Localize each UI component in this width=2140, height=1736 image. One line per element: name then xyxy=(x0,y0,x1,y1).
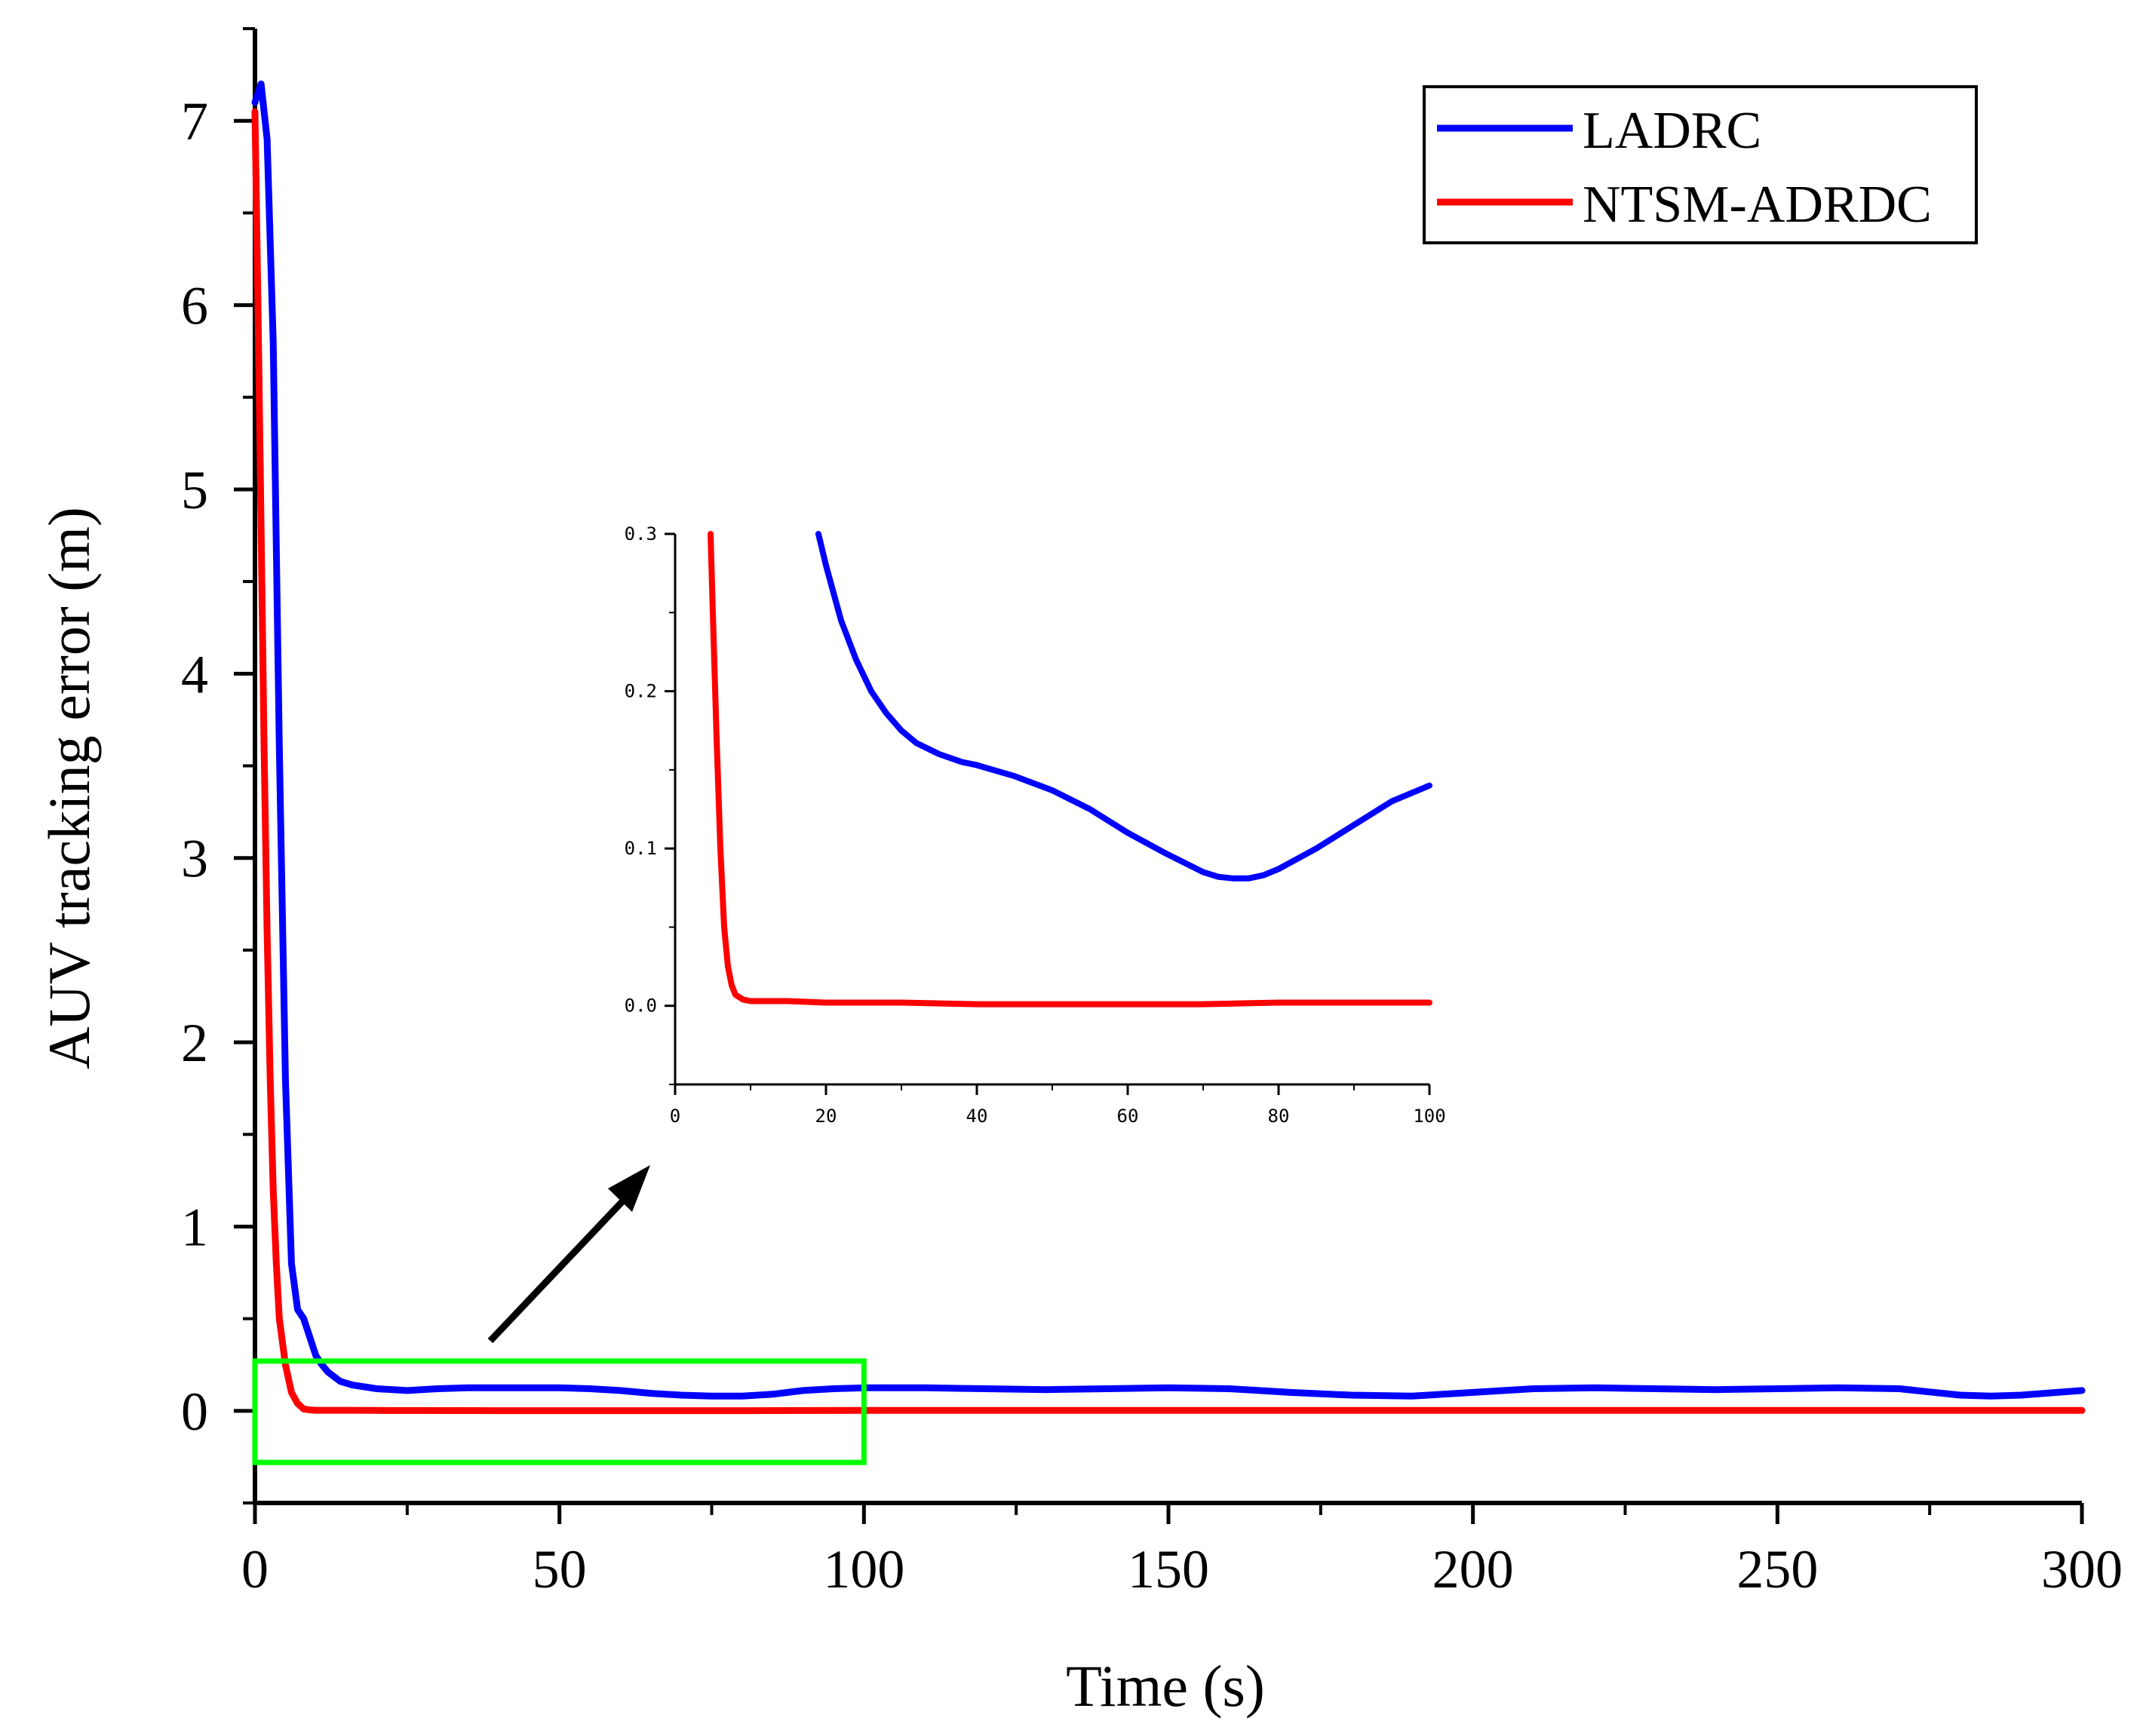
inset-x-tick-label: 100 xyxy=(1413,1106,1445,1127)
y-tick-label: 3 xyxy=(181,829,208,889)
y-tick-label: 1 xyxy=(181,1197,208,1257)
zoom-arrow xyxy=(487,1165,650,1344)
zoom-rectangle xyxy=(252,1358,867,1465)
x-tick-label: 300 xyxy=(2041,1539,2123,1600)
main-series xyxy=(251,80,2086,1415)
y-tick-label: 5 xyxy=(181,460,208,520)
series-line-ladrc xyxy=(251,80,2086,1400)
inset-series xyxy=(708,531,1432,1008)
inset-y-tick-label: 0.2 xyxy=(625,681,657,702)
inset-x-tick-label: 60 xyxy=(1117,1106,1139,1127)
x-tick-label: 50 xyxy=(533,1539,587,1600)
x-tick-label: 200 xyxy=(1432,1539,1514,1600)
x-tick-label: 0 xyxy=(241,1539,269,1600)
zoom-region xyxy=(252,1358,867,1465)
inset-axes: 0 20 40 60 80 100 0.0 0.1 0.2 0.3 xyxy=(625,523,1446,1127)
legend-label-ntsm-adrdc: NTSM-ADRDC xyxy=(1583,176,1932,234)
x-tick-label: 100 xyxy=(823,1539,904,1600)
y-tick-label: 6 xyxy=(181,276,208,336)
inset-y-tick-label: 0.1 xyxy=(625,838,657,859)
y-tick-label: 4 xyxy=(181,644,208,704)
inset-x-tick-label: 0 xyxy=(670,1106,680,1127)
inset-series-line-ladrc xyxy=(815,531,1432,882)
legend-label-ladrc: LADRC xyxy=(1583,102,1761,160)
y-axis-label: AUV tracking error (m) xyxy=(36,507,102,1069)
inset-y-tick-label: 0.3 xyxy=(625,523,657,544)
inset-y-tick-label: 0.0 xyxy=(625,995,657,1017)
inset-x-tick-label: 20 xyxy=(815,1106,837,1127)
y-tick-label: 0 xyxy=(181,1382,208,1442)
x-tick-label: 250 xyxy=(1736,1539,1818,1600)
legend-box xyxy=(1423,85,1978,244)
y-tick-label: 2 xyxy=(181,1013,208,1073)
series-line-ntsm-adrdc xyxy=(251,108,2086,1415)
y-tick-label: 7 xyxy=(181,91,208,152)
x-axis-label: Time (s) xyxy=(1066,1653,1265,1719)
x-tick-label: 150 xyxy=(1128,1539,1209,1600)
inset-x-tick-label: 80 xyxy=(1268,1106,1290,1127)
legend: LADRC NTSM-ADRDC xyxy=(1423,85,1978,244)
inset-x-tick-label: 40 xyxy=(966,1106,988,1127)
inset-series-line-ntsm-adrdc xyxy=(708,531,1432,1008)
